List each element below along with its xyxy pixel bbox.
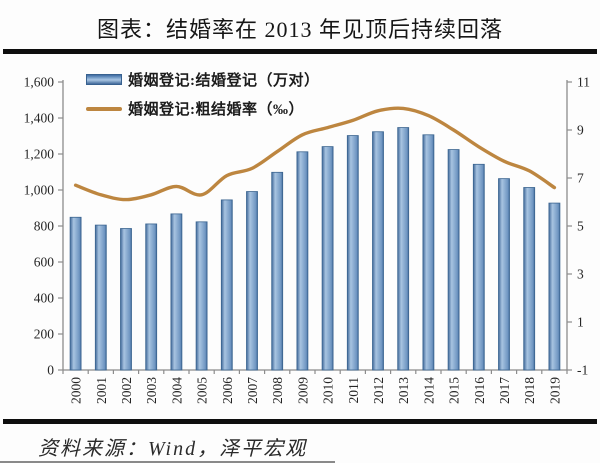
x-label-2014: 2014 <box>421 377 436 404</box>
bar-2005 <box>195 221 208 371</box>
x-label-2016: 2016 <box>472 377 487 404</box>
x-label-2011: 2011 <box>346 377 361 404</box>
y-left-label-1,200: 1,200 <box>24 147 55 162</box>
bar-2007 <box>246 191 258 371</box>
x-label-2019: 2019 <box>547 377 562 404</box>
x-label-2007: 2007 <box>245 377 260 404</box>
x-label-2003: 2003 <box>144 377 159 404</box>
y-left-label-800: 800 <box>34 219 55 234</box>
bar-2009 <box>296 151 309 371</box>
y-left-label-200: 200 <box>34 327 55 342</box>
y-right-label-11: 11 <box>577 75 590 90</box>
bottom-edge-line <box>0 461 335 463</box>
x-label-2010: 2010 <box>321 377 336 404</box>
x-label-2015: 2015 <box>447 377 462 404</box>
y-left-label-1,000: 1,000 <box>24 183 55 198</box>
bar-2012 <box>372 131 384 371</box>
y-right-label-7: 7 <box>577 171 584 186</box>
bar-2018 <box>523 187 536 371</box>
bar-2015 <box>447 149 460 371</box>
bar-2000 <box>69 216 82 371</box>
source-note: 资料来源：Wind，泽平宏观 <box>38 438 308 460</box>
x-label-2004: 2004 <box>169 377 184 404</box>
bar-2004 <box>170 213 183 371</box>
y-left-label-0: 0 <box>47 363 54 378</box>
bar-2016 <box>472 163 485 371</box>
bar-2008 <box>271 171 284 371</box>
chart-canvas: 0 200 400 600 800 1,000 1,200 1,400 1,600 -1 1 3 5 7 9… <box>24 75 590 405</box>
x-label-2000: 2000 <box>69 377 84 404</box>
rate-line <box>73 106 557 202</box>
x-label-2017: 2017 <box>497 377 512 404</box>
bottom-divider-rule <box>3 419 597 424</box>
y-right-label-5: 5 <box>577 219 584 234</box>
chart-title: 图表：结婚率在 2013 年见顶后持续回落 <box>96 17 503 42</box>
y-left-label-400: 400 <box>34 291 55 306</box>
x-label-2005: 2005 <box>195 377 210 404</box>
x-label-2012: 2012 <box>371 377 386 404</box>
y-right-label-3: 3 <box>577 267 584 282</box>
bar-2006 <box>220 199 233 371</box>
bar-2003 <box>145 223 158 371</box>
y-right-label-1: 1 <box>577 315 584 330</box>
bar-2017 <box>498 178 510 371</box>
legend-item-registrations: 婚姻登记:结婚登记（万对） <box>86 65 320 94</box>
bar-2002 <box>120 228 132 371</box>
y-left-label-1,400: 1,400 <box>24 111 55 126</box>
x-label-2013: 2013 <box>396 377 411 404</box>
chart-legend: 婚姻登记:结婚登记（万对） 婚姻登记:粗结婚率（‰） <box>86 65 320 123</box>
bar-2011 <box>346 135 359 371</box>
bar-2010 <box>321 146 334 371</box>
bar-series-swatch-icon <box>86 74 122 85</box>
y-right-label-9: 9 <box>577 123 584 138</box>
bar-2014 <box>422 134 435 371</box>
x-label-2001: 2001 <box>94 377 109 404</box>
x-label-2006: 2006 <box>220 377 235 404</box>
y-left-label-600: 600 <box>34 255 55 270</box>
legend-item-rate: 婚姻登记:粗结婚率（‰） <box>86 94 320 123</box>
bar-2001 <box>94 224 107 371</box>
line-series-swatch-icon <box>86 106 122 111</box>
y-right-label--1: -1 <box>577 363 588 378</box>
legend-label-rate: 婚姻登记:粗结婚率（‰） <box>128 102 304 118</box>
y-left-label-1,600: 1,600 <box>24 75 55 90</box>
x-label-2002: 2002 <box>119 377 134 404</box>
x-label-2008: 2008 <box>270 377 285 404</box>
legend-label-registrations: 婚姻登记:结婚登记（万对） <box>128 73 320 89</box>
bar-2019 <box>548 202 561 371</box>
bar-2013 <box>397 127 410 371</box>
top-divider-rule <box>3 49 597 54</box>
x-label-2018: 2018 <box>522 377 537 404</box>
chart-area: 0 200 400 600 800 1,000 1,200 1,400 1,600 -1 1 3 5 7 9… <box>0 60 600 418</box>
x-label-2009: 2009 <box>295 377 310 404</box>
